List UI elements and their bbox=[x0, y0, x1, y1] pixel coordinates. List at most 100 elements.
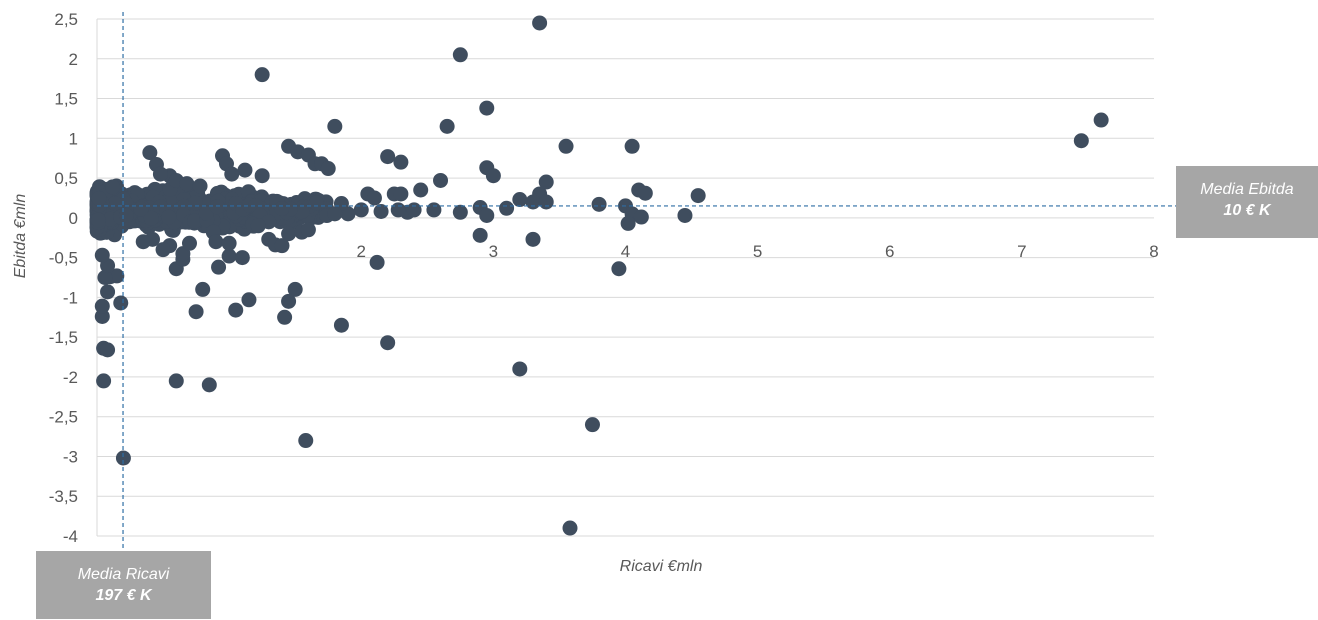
mean-revenue-value: 197 € K bbox=[95, 587, 152, 604]
data-point bbox=[254, 67, 270, 83]
data-point bbox=[152, 166, 168, 182]
data-point bbox=[327, 118, 343, 134]
data-point bbox=[562, 520, 578, 536]
data-point bbox=[591, 196, 607, 212]
data-point bbox=[161, 209, 177, 225]
data-point bbox=[525, 231, 541, 247]
data-point bbox=[393, 154, 409, 170]
data-point bbox=[300, 222, 316, 238]
data-point bbox=[187, 195, 203, 211]
x-tick-label: 7 bbox=[1017, 242, 1026, 261]
data-point bbox=[94, 298, 110, 314]
data-point bbox=[327, 206, 343, 222]
data-point bbox=[287, 281, 303, 297]
data-point bbox=[96, 373, 112, 389]
data-point bbox=[195, 281, 211, 297]
data-point bbox=[499, 200, 515, 216]
data-point bbox=[94, 247, 110, 263]
mean-ebitda-callout: Media Ebitda 10 € K bbox=[1176, 166, 1318, 238]
data-point bbox=[1073, 133, 1089, 149]
data-point bbox=[105, 179, 121, 195]
data-point bbox=[107, 196, 123, 212]
y-tick-label: 2 bbox=[69, 50, 78, 69]
data-point bbox=[373, 203, 389, 219]
data-point bbox=[620, 215, 636, 231]
data-point bbox=[353, 202, 369, 218]
data-point bbox=[512, 192, 528, 208]
x-tick-label: 2 bbox=[357, 242, 366, 261]
data-point bbox=[241, 292, 257, 308]
y-axis-ticks: 2,5 2 1,5 1 0,5 0 -0,5 -1 -1,5 -2 -2,5 -3 -3,5 -4 bbox=[49, 10, 78, 546]
data-point bbox=[100, 284, 116, 300]
data-point bbox=[380, 335, 396, 351]
data-point bbox=[406, 202, 422, 218]
y-tick-label: 1 bbox=[69, 129, 78, 148]
mean-ebitda-value: 10 € K bbox=[1223, 202, 1271, 219]
mean-lines bbox=[97, 12, 1178, 553]
data-point bbox=[97, 270, 113, 285]
data-point bbox=[426, 202, 442, 218]
data-point bbox=[187, 213, 203, 229]
data-point bbox=[294, 203, 310, 219]
data-point bbox=[413, 182, 429, 198]
data-point bbox=[584, 417, 600, 433]
y-tick-label: 1,5 bbox=[54, 90, 78, 109]
data-point bbox=[254, 168, 270, 184]
y-tick-label: 0 bbox=[69, 209, 78, 228]
data-point bbox=[380, 149, 396, 165]
data-point bbox=[320, 161, 336, 177]
data-point bbox=[366, 190, 382, 206]
data-point bbox=[637, 185, 653, 201]
data-point bbox=[538, 194, 554, 210]
data-point bbox=[155, 242, 171, 258]
data-point bbox=[168, 373, 184, 389]
mean-revenue-label: Media Ricavi bbox=[77, 566, 170, 583]
data-point bbox=[133, 201, 149, 217]
data-point bbox=[439, 118, 455, 134]
data-point bbox=[333, 317, 349, 333]
y-axis-title: Ebitda €mln bbox=[12, 194, 29, 279]
data-point bbox=[115, 450, 131, 466]
y-tick-label: -0,5 bbox=[49, 249, 78, 268]
data-point bbox=[188, 304, 204, 320]
y-tick-label: -2,5 bbox=[49, 408, 78, 427]
data-point bbox=[201, 377, 217, 393]
data-point bbox=[485, 168, 501, 184]
x-tick-label: 6 bbox=[885, 242, 894, 261]
data-point bbox=[224, 166, 240, 182]
gridlines bbox=[96, 18, 1154, 537]
data-point bbox=[298, 433, 314, 449]
data-point bbox=[538, 174, 554, 190]
data-point bbox=[234, 250, 250, 266]
data-point bbox=[277, 309, 293, 325]
data-point bbox=[393, 186, 409, 202]
y-tick-label: 2,5 bbox=[54, 10, 78, 29]
data-point bbox=[433, 172, 449, 188]
data-point bbox=[611, 261, 627, 277]
data-point bbox=[198, 205, 214, 221]
data-points bbox=[89, 15, 1109, 536]
data-point bbox=[135, 234, 151, 250]
data-point bbox=[109, 268, 125, 284]
data-point bbox=[624, 138, 640, 154]
data-point bbox=[452, 47, 468, 63]
data-point bbox=[1093, 112, 1109, 128]
data-point bbox=[274, 200, 290, 216]
data-point bbox=[209, 199, 225, 215]
x-tick-label: 3 bbox=[489, 242, 498, 261]
data-point bbox=[181, 235, 197, 251]
y-tick-label: -2 bbox=[63, 368, 78, 387]
x-tick-label: 4 bbox=[621, 242, 630, 261]
y-tick-label: -1,5 bbox=[49, 328, 78, 347]
data-point bbox=[532, 15, 548, 31]
x-tick-label: 5 bbox=[753, 242, 762, 261]
data-point bbox=[221, 248, 237, 264]
data-point bbox=[633, 209, 649, 225]
data-point bbox=[179, 176, 195, 192]
data-point bbox=[308, 195, 324, 211]
y-tick-label: -1 bbox=[63, 288, 78, 307]
data-point bbox=[274, 238, 290, 254]
data-point bbox=[281, 293, 297, 309]
data-point bbox=[143, 210, 159, 226]
